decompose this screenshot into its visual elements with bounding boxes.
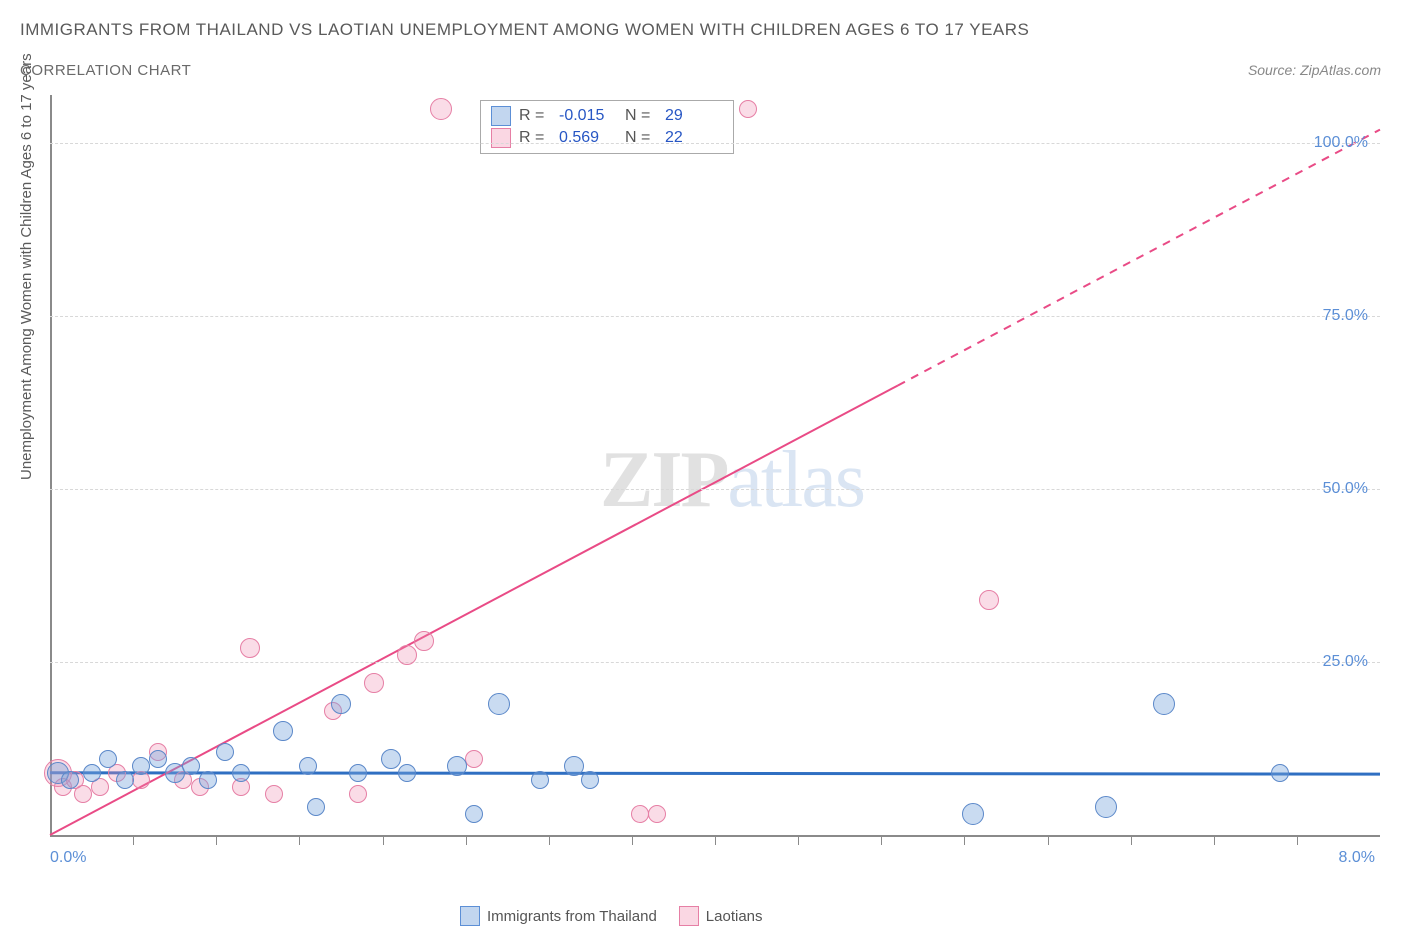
x-tick [1297,835,1298,845]
x-axis-max-label: 8.0% [1339,849,1375,867]
watermark-zip: ZIP [600,436,727,524]
series-legend-item: Laotians [679,906,763,926]
data-point-laotians [349,785,367,803]
x-tick [715,835,716,845]
grid-line [50,143,1380,144]
data-point-thailand [531,771,549,789]
grid-line [50,662,1380,663]
y-axis [50,95,52,835]
data-point-thailand [331,694,351,714]
series-legend-label: Laotians [706,908,763,925]
x-tick [216,835,217,845]
y-tick-label: 100.0% [1314,134,1368,152]
data-point-thailand [381,749,401,769]
series-legend-label: Immigrants from Thailand [487,908,657,925]
data-point-thailand [447,756,467,776]
grid-line [50,316,1380,317]
data-point-thailand [1271,764,1289,782]
chart-subtitle: CORRELATION CHART [20,62,191,79]
data-point-laotians [979,590,999,610]
data-point-thailand [149,750,167,768]
grid-line [50,489,1380,490]
data-point-laotians [414,631,434,651]
source-text: Source: ZipAtlas.com [1248,62,1381,78]
legend-swatch [491,128,511,148]
data-point-thailand [1095,796,1117,818]
data-point-thailand [99,750,117,768]
y-tick-label: 75.0% [1323,307,1368,325]
r-value: -0.015 [559,107,617,125]
x-tick [964,835,965,845]
data-point-thailand [349,764,367,782]
data-point-thailand [273,721,293,741]
data-point-laotians [465,750,483,768]
data-point-thailand [962,803,984,825]
data-point-thailand [307,798,325,816]
data-point-thailand [465,805,483,823]
x-tick [383,835,384,845]
x-tick [466,835,467,845]
stats-legend-row: R = -0.015 N = 29 [491,105,723,127]
data-point-thailand [61,771,79,789]
data-point-laotians [364,673,384,693]
r-label: R = [519,107,551,125]
data-point-thailand [398,764,416,782]
x-tick [1214,835,1215,845]
data-point-thailand [116,771,134,789]
series-legend: Immigrants from Thailand Laotians [460,906,763,926]
stats-legend-row: R =0.569N =22 [491,127,723,149]
data-point-laotians [648,805,666,823]
x-tick [881,835,882,845]
n-label: N = [625,107,657,125]
n-value: 29 [665,107,723,125]
data-point-laotians [240,638,260,658]
x-tick [632,835,633,845]
data-point-thailand [488,693,510,715]
data-point-laotians [430,98,452,120]
x-tick [1048,835,1049,845]
y-tick-label: 50.0% [1323,480,1368,498]
watermark-atlas: atlas [727,436,864,524]
x-axis-min-label: 0.0% [50,849,86,867]
series-legend-item: Immigrants from Thailand [460,906,657,926]
regression-lines [50,95,1380,835]
data-point-thailand [132,757,150,775]
legend-swatch [679,906,699,926]
watermark: ZIPatlas [600,435,864,526]
data-point-thailand [1153,693,1175,715]
plot-area: ZIPatlas R = -0.015 N = 29 R =0.569N =22 0.0… [50,95,1380,865]
data-point-thailand [83,764,101,782]
stats-legend: R = -0.015 N = 29 R =0.569N =22 [480,100,734,154]
data-point-thailand [232,764,250,782]
chart-title: IMMIGRANTS FROM THAILAND VS LAOTIAN UNEM… [20,20,1029,40]
x-tick [299,835,300,845]
data-point-thailand [564,756,584,776]
legend-swatch [460,906,480,926]
x-tick [1131,835,1132,845]
pink-regression-line-dashed [898,130,1380,386]
data-point-thailand [581,771,599,789]
data-point-thailand [182,757,200,775]
y-axis-label: Unemployment Among Women with Children A… [18,53,35,480]
data-point-thailand [216,743,234,761]
data-point-thailand [299,757,317,775]
data-point-laotians [265,785,283,803]
x-tick [798,835,799,845]
legend-swatch [491,106,511,126]
x-tick [549,835,550,845]
data-point-thailand [199,771,217,789]
y-tick-label: 25.0% [1323,653,1368,671]
data-point-laotians [397,645,417,665]
data-point-laotians [631,805,649,823]
data-point-laotians [74,785,92,803]
x-tick [133,835,134,845]
data-point-laotians [739,100,757,118]
